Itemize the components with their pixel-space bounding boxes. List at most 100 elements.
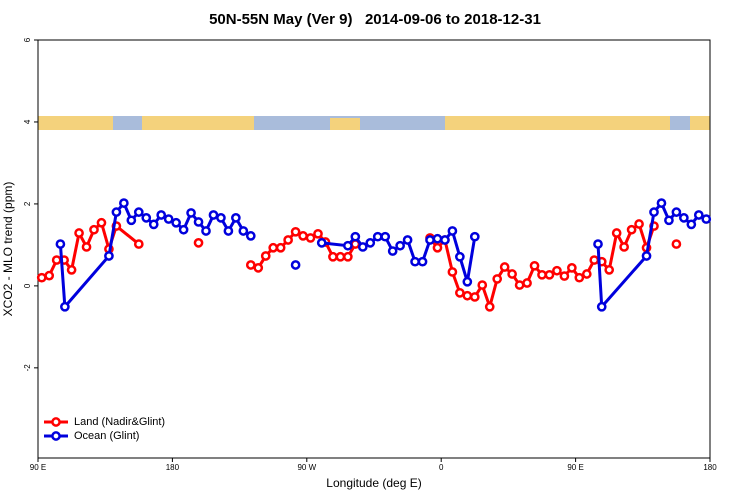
- data-point: [581, 269, 592, 279]
- data-point: [432, 233, 443, 244]
- data-point: [96, 217, 107, 228]
- plot-frame: [37, 39, 711, 459]
- data-point: [231, 213, 241, 223]
- data-point: [313, 228, 323, 239]
- data-point: [253, 263, 264, 273]
- x-tick-label: 90 E: [30, 463, 46, 472]
- data-point: [537, 269, 547, 280]
- data-point: [552, 265, 562, 276]
- data-point: [186, 208, 196, 218]
- data-point: [335, 251, 346, 262]
- data-point: [343, 251, 353, 262]
- data-point: [664, 215, 674, 226]
- data-point: [89, 224, 99, 235]
- data-point: [133, 207, 144, 217]
- data-point: [514, 280, 525, 290]
- data-point: [589, 255, 600, 265]
- data-point: [410, 256, 420, 267]
- data-point: [447, 226, 458, 236]
- x-tick-label: 90 E: [567, 463, 583, 472]
- data-point: [208, 210, 219, 220]
- data-point: [477, 280, 488, 290]
- x-tick-label: 0: [439, 463, 444, 472]
- data-point: [425, 235, 435, 245]
- data-point: [522, 278, 532, 288]
- data-point: [544, 269, 555, 280]
- data-point: [380, 231, 391, 242]
- data-point: [529, 260, 540, 271]
- data-point: [55, 239, 66, 249]
- y-tick-label: -2: [23, 364, 32, 372]
- data-point: [126, 215, 137, 226]
- data-point: [357, 242, 368, 252]
- data-point: [178, 224, 189, 235]
- legend-label: Land (Nadir&Glint): [74, 416, 165, 428]
- data-point: [290, 226, 301, 237]
- data-point: [619, 242, 629, 252]
- data-point: [298, 231, 308, 241]
- data-point: [245, 260, 256, 270]
- data-point: [328, 251, 338, 262]
- data-point: [402, 235, 413, 245]
- data-point: [462, 276, 473, 287]
- chart-title: 50N-55N May (Ver 9) 2014-09-06 to 2018-1…: [209, 11, 541, 28]
- data-point: [245, 231, 256, 241]
- data-point: [455, 287, 465, 298]
- data-point: [163, 214, 174, 224]
- data-point: [634, 219, 644, 229]
- data-point: [171, 217, 181, 228]
- data-point: [469, 231, 480, 242]
- data-point: [611, 228, 622, 238]
- data-point: [447, 267, 458, 277]
- data-point: [74, 228, 84, 238]
- data-point: [66, 265, 77, 275]
- data-point: [559, 271, 570, 281]
- y-tick-label: 0: [23, 283, 32, 288]
- data-point: [701, 214, 712, 224]
- data-point: [593, 239, 603, 249]
- data-point: [671, 239, 682, 249]
- data-point: [275, 242, 286, 253]
- legend-label: Ocean (Glint): [74, 430, 139, 442]
- data-point: [201, 226, 211, 236]
- data-point: [686, 219, 697, 230]
- data-point: [260, 251, 271, 261]
- data-point: [350, 231, 361, 242]
- data-point: [316, 238, 327, 248]
- data-point: [649, 207, 659, 217]
- x-axis-label: Longitude (deg E): [326, 476, 421, 490]
- data-point: [81, 242, 92, 252]
- data-point: [671, 207, 682, 217]
- data-point: [238, 226, 249, 236]
- series-line: [596, 200, 707, 311]
- legend-marker: [51, 431, 61, 441]
- data-point: [679, 213, 689, 223]
- legend-marker: [51, 417, 61, 427]
- data-point: [148, 219, 159, 230]
- data-point: [60, 301, 70, 312]
- data-point: [455, 251, 465, 262]
- data-point: [469, 292, 480, 302]
- data-point: [36, 272, 47, 283]
- x-tick-label: 180: [166, 463, 180, 472]
- y-tick-label: 6: [23, 37, 32, 42]
- data-point: [223, 226, 234, 236]
- data-point: [641, 251, 652, 261]
- data-point: [133, 239, 144, 249]
- map-strip: [38, 116, 710, 130]
- x-tick-label: 90 W: [297, 463, 316, 472]
- y-tick-label: 4: [23, 119, 32, 124]
- data-point: [104, 251, 114, 261]
- data-point: [596, 301, 607, 312]
- data-point: [268, 242, 279, 253]
- data-point: [156, 210, 167, 220]
- data-point: [462, 290, 473, 301]
- y-axis-label: XCO2 - MLO trend (ppm): [1, 182, 15, 317]
- data-point: [440, 235, 450, 245]
- data-point: [216, 213, 226, 223]
- data-point: [111, 207, 122, 217]
- data-point: [626, 224, 637, 235]
- data-point: [283, 235, 293, 245]
